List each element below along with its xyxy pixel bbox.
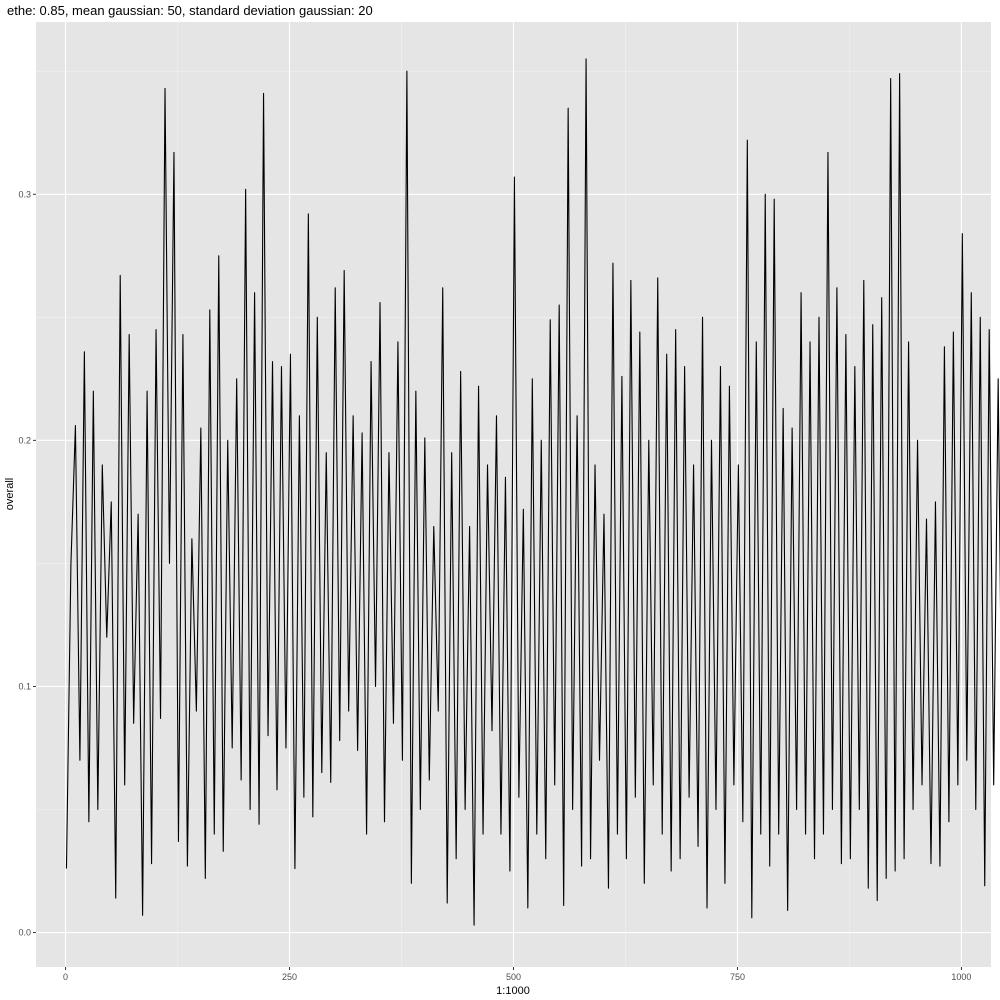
series-group — [65, 58, 1000, 926]
major-gridlines — [36, 22, 991, 967]
chart-title: ethe: 0.85, mean gaussian: 50, standard … — [7, 3, 373, 18]
x-tick-label: 250 — [282, 972, 297, 982]
x-axis-title: 1:1000 — [496, 985, 530, 997]
y-tick-label: 0.1 — [18, 681, 31, 691]
y-tick-label: 0.2 — [18, 435, 31, 445]
series-line — [65, 58, 1000, 926]
y-tick-label: 0.0 — [18, 928, 31, 938]
y-axis: 0.0 0.1 0.2 0.3 — [18, 189, 36, 938]
x-axis: 0 250 500 750 1000 — [63, 967, 971, 982]
y-tick-label: 0.3 — [18, 189, 31, 199]
y-axis-title: overall — [4, 478, 16, 510]
x-tick-label: 500 — [506, 972, 521, 982]
x-tick-label: 1000 — [951, 972, 971, 982]
x-tick-label: 750 — [730, 972, 745, 982]
x-tick-label: 0 — [63, 972, 68, 982]
